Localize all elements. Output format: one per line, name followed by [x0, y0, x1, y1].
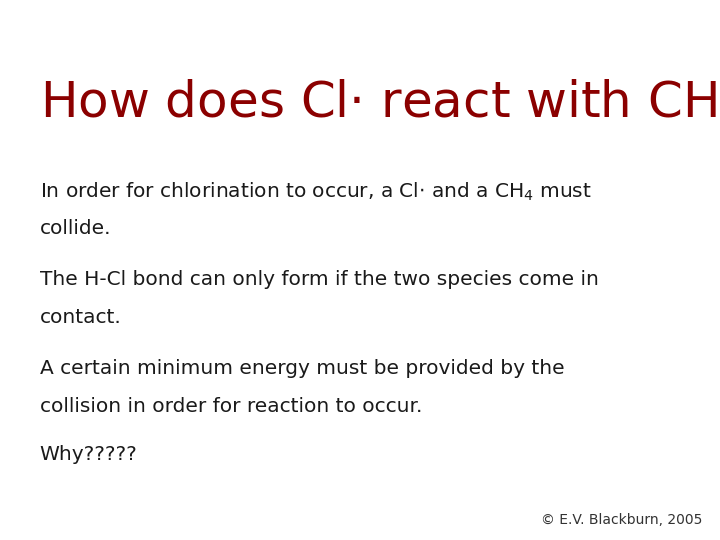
Text: The H-Cl bond can only form if the two species come in: The H-Cl bond can only form if the two s…: [40, 270, 598, 289]
Text: collision in order for reaction to occur.: collision in order for reaction to occur…: [40, 397, 422, 416]
Text: collide.: collide.: [40, 219, 111, 238]
Text: How does Cl$\mathregular{\cdot}$ react with CH$\mathregular{_4}$?: How does Cl$\mathregular{\cdot}$ react w…: [40, 78, 720, 129]
Text: Why?????: Why?????: [40, 446, 138, 464]
Text: A certain minimum energy must be provided by the: A certain minimum energy must be provide…: [40, 359, 564, 378]
Text: In order for chlorination to occur, a Cl$\mathregular{\cdot}$ and a CH$\mathregu: In order for chlorination to occur, a Cl…: [40, 181, 591, 203]
Text: © E.V. Blackburn, 2005: © E.V. Blackburn, 2005: [541, 512, 702, 526]
Text: contact.: contact.: [40, 308, 122, 327]
